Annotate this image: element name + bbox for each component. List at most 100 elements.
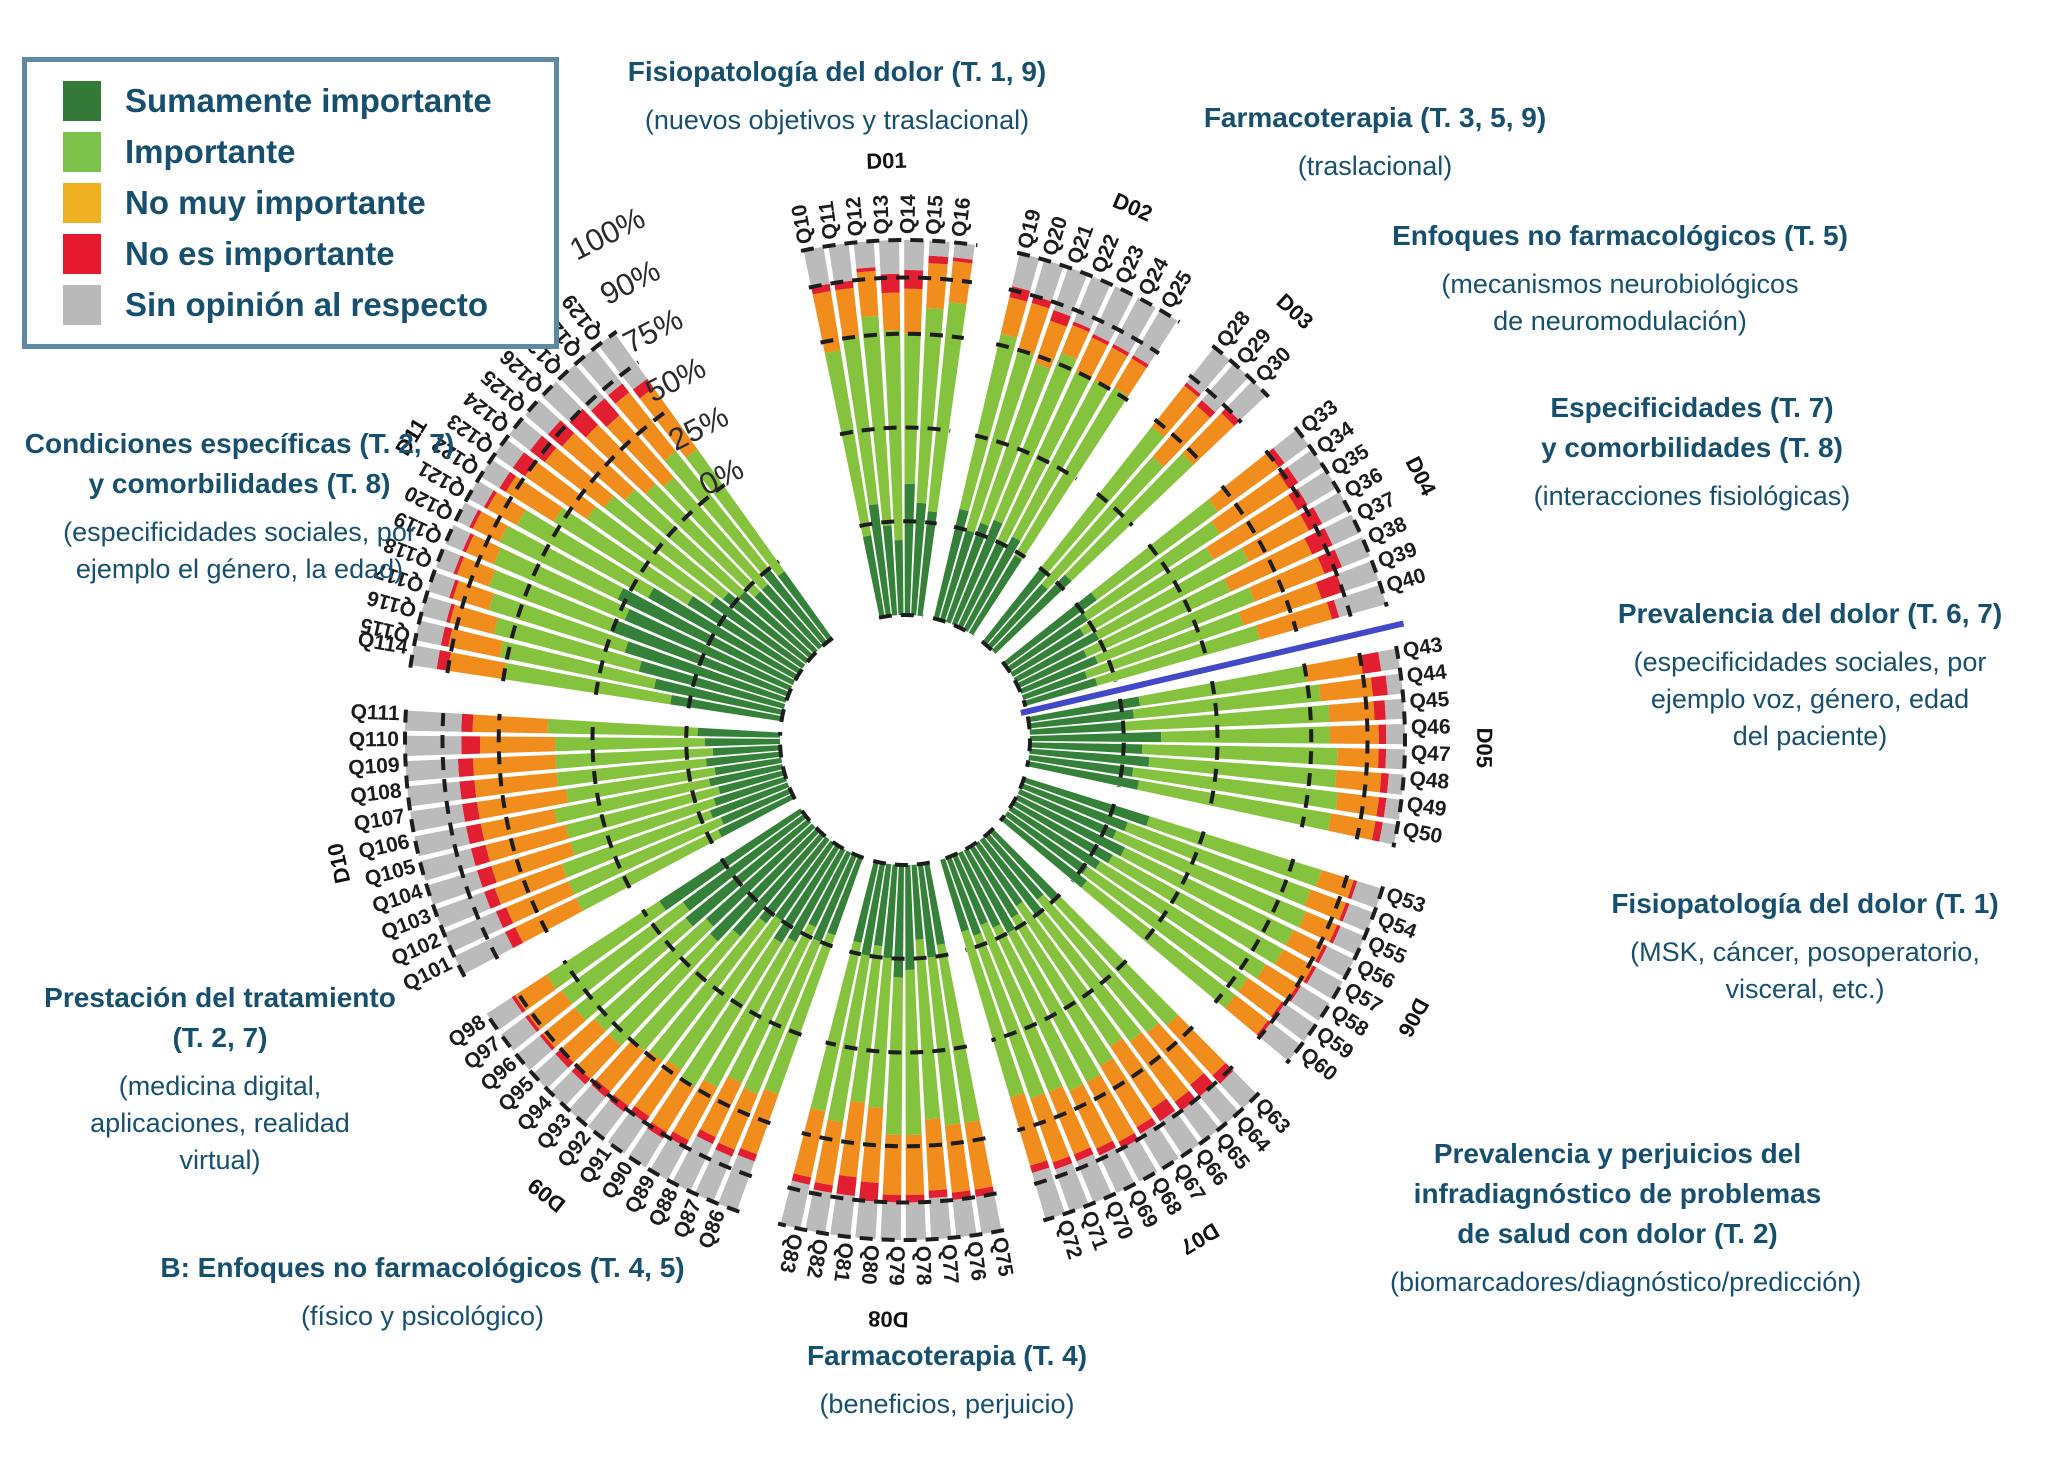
bar-segment [830,1193,855,1237]
bar-segment [1016,901,1123,1047]
bar-segment [511,995,526,1014]
bar-segment [979,837,1043,916]
grid-ring [964,893,1062,953]
legend-item: No muy importante [63,182,544,223]
bar-segment [1037,894,1159,1033]
bar-segment [1238,977,1282,1017]
bar-segment [651,1078,695,1133]
bar-segment [1370,675,1388,697]
bar-segment [764,932,836,1095]
bar-segment [1010,628,1085,677]
bar-segment [882,525,898,616]
bar-segment [780,1180,810,1229]
bar-segment [1061,324,1090,360]
bar-segment [1014,387,1129,560]
bar-segment [862,535,885,618]
bar-segment [980,922,1063,1092]
bar-segment [561,810,713,878]
bar-segment [405,735,462,757]
bar-segment [426,870,483,905]
bar-segment [506,881,575,924]
grid-ring [1032,1065,1235,1187]
bar-segment [973,932,1045,1099]
bar-segment [1342,903,1375,932]
bar-segment [604,495,729,600]
bar-segment [993,352,1077,524]
bar-segment [687,596,802,675]
bar-segment [487,492,526,526]
grid-ring [995,342,1130,403]
bar-segment [1028,709,1135,729]
bar-segment [624,608,793,691]
bar-segment [503,662,672,705]
bar-segment [1273,429,1310,464]
bar-segment [952,257,973,264]
bar-segment [773,844,841,944]
grid-ring [1025,716,1032,768]
bar-segment [1000,816,1088,888]
legend-item: Importante [63,132,544,173]
bar-segment [774,840,835,922]
grid-ring [1016,250,1181,324]
bar-segment [1017,789,1117,839]
bar-segment [839,1100,866,1178]
axis-tick-label: 75% [617,301,688,360]
bar-segment [1073,1147,1094,1162]
bar-segment [1324,514,1361,546]
question-label: Q110 [349,728,399,752]
question-label: Q79 [884,1246,908,1286]
question-label: Q44 [1406,660,1448,687]
bar-segment [727,923,816,1084]
axis-tick-label: 25% [663,398,734,457]
bar-segment [917,511,938,617]
bar-segment [1347,879,1358,900]
grid-ring [859,519,937,528]
bar-segment [873,863,892,947]
bar-segment [737,1148,758,1162]
bar-segment [987,583,1048,650]
bar-segment [1376,797,1387,818]
bar-segment [1196,400,1216,418]
bar-segment [562,432,635,501]
bar-segment [1000,297,1028,338]
bar-segment [1298,911,1338,942]
bar-segment [480,809,558,841]
bar-segment [1137,780,1332,831]
bar-segment [861,862,886,956]
bar-segment [1095,625,1260,686]
bar-segment [1332,926,1365,955]
bar-segment [1267,447,1285,468]
bar-segment [419,848,476,881]
bar-segment [948,261,973,305]
bar-segment [855,1200,878,1240]
grid-ring [998,776,1027,823]
bar-segment [1079,547,1214,636]
bar-segment [672,1135,713,1192]
bar-segment [1161,726,1330,744]
bar-segment [467,480,494,508]
bar-segment [499,471,517,493]
bar-segment [894,540,904,616]
bar-segment [1008,805,1101,870]
bar-segment [1329,724,1379,744]
grid-ring [798,806,865,860]
bar-segment [1108,854,1284,965]
bar-segment [1224,995,1269,1035]
bar-segment [547,718,698,737]
bar-segment [491,841,575,883]
bar-segment [462,801,480,822]
bar-segment [515,897,583,943]
grid-ring [778,731,797,801]
bar-segment [500,1016,537,1051]
bar-segment [1303,965,1317,984]
bar-segment [427,571,456,598]
bar-segment [1123,704,1330,731]
bar-segment [714,757,783,776]
question-label: Q108 [349,779,403,808]
bar-segment [982,568,1048,646]
bar-segment [963,536,1021,632]
question-label: Q45 [1409,688,1450,713]
grid-rings [403,238,1407,1242]
bar-segment [1029,721,1124,735]
bar-segment [1142,744,1338,766]
